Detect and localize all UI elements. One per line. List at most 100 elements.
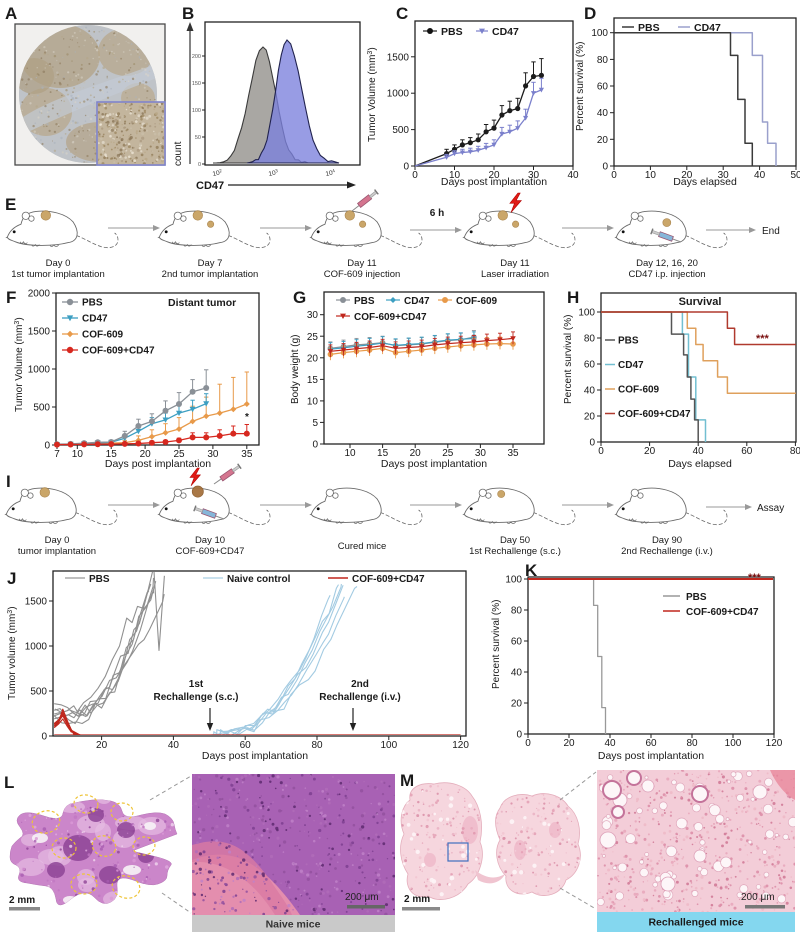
svg-text:200 μm: 200 μm [345, 892, 379, 903]
svg-text:25: 25 [173, 449, 185, 460]
svg-text:Days post implantation: Days post implantation [598, 750, 704, 762]
svg-text:COF-609: COF-609 [456, 296, 498, 307]
svg-text:E: E [5, 195, 16, 214]
svg-text:Percent survival (%): Percent survival (%) [491, 600, 502, 689]
svg-text:CD47: CD47 [82, 314, 108, 325]
svg-text:End: End [762, 226, 780, 237]
svg-text:2000: 2000 [28, 289, 51, 300]
svg-text:PBS: PBS [686, 592, 707, 603]
svg-text:***: *** [756, 333, 770, 345]
svg-text:80: 80 [311, 740, 323, 751]
svg-text:Rechallenge (s.c.): Rechallenge (s.c.) [153, 692, 238, 703]
svg-text:500: 500 [30, 687, 47, 698]
svg-text:25: 25 [307, 332, 319, 343]
svg-text:500: 500 [33, 403, 50, 414]
svg-text:40: 40 [584, 386, 596, 397]
svg-text:PBS: PBS [354, 296, 375, 307]
svg-text:Percent survival (%): Percent survival (%) [575, 42, 586, 131]
svg-text:25: 25 [442, 448, 454, 459]
svg-text:0: 0 [312, 440, 318, 451]
svg-text:30: 30 [207, 449, 219, 460]
svg-text:10: 10 [307, 396, 319, 407]
svg-text:100: 100 [380, 740, 397, 751]
svg-text:COF-609+CD47: COF-609+CD47 [354, 312, 427, 323]
svg-text:0: 0 [412, 170, 418, 181]
svg-text:100: 100 [578, 308, 595, 319]
svg-text:15: 15 [377, 448, 389, 459]
svg-text:1500: 1500 [25, 597, 48, 608]
svg-text:5: 5 [312, 418, 318, 429]
svg-text:0: 0 [611, 170, 617, 181]
svg-text:CD47: CD47 [694, 22, 721, 34]
svg-text:1000: 1000 [25, 642, 48, 653]
svg-text:L: L [4, 773, 14, 792]
svg-text:7: 7 [54, 449, 60, 460]
svg-text:***: *** [748, 572, 762, 584]
svg-text:20: 20 [563, 738, 575, 749]
svg-text:COF-609+CD47: COF-609+CD47 [82, 346, 155, 357]
svg-text:CD47 i.p. injection: CD47 i.p. injection [628, 269, 705, 280]
svg-text:Percent survival (%): Percent survival (%) [563, 315, 574, 404]
svg-text:60: 60 [584, 360, 596, 371]
svg-text:Survival: Survival [679, 296, 722, 308]
svg-text:CD47: CD47 [492, 26, 519, 38]
svg-text:35: 35 [507, 448, 519, 459]
svg-text:Tumor Volume (mm3): Tumor Volume (mm3) [367, 47, 378, 142]
svg-text:COF-609+CD47: COF-609+CD47 [176, 546, 245, 557]
svg-text:120: 120 [452, 740, 469, 751]
svg-text:Day 11: Day 11 [500, 258, 529, 269]
svg-text:20: 20 [644, 446, 656, 457]
svg-text:20: 20 [140, 449, 152, 460]
svg-text:100: 100 [192, 108, 201, 114]
svg-text:Laser irradiation: Laser irradiation [481, 269, 549, 280]
svg-text:60: 60 [240, 740, 252, 751]
svg-text:100: 100 [591, 28, 608, 39]
svg-text:1st tumor implantation: 1st tumor implantation [11, 269, 104, 280]
svg-text:20: 20 [410, 448, 422, 459]
svg-text:80: 80 [597, 55, 609, 66]
svg-text:10: 10 [344, 448, 356, 459]
svg-text:100: 100 [725, 738, 742, 749]
svg-text:30: 30 [475, 448, 487, 459]
svg-text:50: 50 [790, 170, 800, 181]
svg-text:50: 50 [195, 135, 201, 141]
svg-text:120: 120 [766, 738, 783, 749]
svg-text:C: C [396, 4, 408, 23]
svg-text:Tumor Volume (mm3): Tumor Volume (mm3) [14, 317, 25, 412]
svg-text:80: 80 [790, 446, 800, 457]
svg-text:30: 30 [718, 170, 730, 181]
svg-text:1st Rechallenge (s.c.): 1st Rechallenge (s.c.) [469, 546, 561, 557]
svg-text:20: 20 [511, 699, 523, 710]
svg-text:Day 10: Day 10 [195, 535, 225, 546]
svg-text:60: 60 [741, 446, 753, 457]
svg-text:0: 0 [598, 446, 604, 457]
svg-text:Day 7: Day 7 [198, 258, 223, 269]
svg-text:60: 60 [597, 82, 609, 93]
svg-text:30: 30 [528, 170, 540, 181]
svg-text:F: F [6, 288, 16, 307]
svg-text:2nd Rechallenge (i.v.): 2nd Rechallenge (i.v.) [621, 546, 713, 557]
svg-text:M: M [400, 771, 414, 790]
svg-text:*: * [245, 412, 249, 423]
svg-text:COF-609+CD47: COF-609+CD47 [618, 409, 691, 420]
svg-text:500: 500 [392, 125, 409, 136]
svg-text:30: 30 [307, 310, 319, 321]
svg-text:tumor implantation: tumor implantation [18, 546, 96, 557]
svg-text:PBS: PBS [82, 298, 103, 309]
svg-text:102: 102 [212, 168, 224, 178]
svg-text:Tumor volume (mm3): Tumor volume (mm3) [7, 606, 18, 700]
svg-text:35: 35 [241, 449, 253, 460]
svg-text:0: 0 [403, 162, 409, 173]
svg-text:Days post implantation: Days post implantation [105, 458, 211, 470]
svg-text:10: 10 [645, 170, 657, 181]
svg-text:count: count [173, 141, 184, 166]
svg-text:Days post implantation: Days post implantation [441, 176, 547, 188]
svg-text:40: 40 [597, 108, 609, 119]
svg-text:Day 12, 16, 20: Day 12, 16, 20 [636, 258, 698, 269]
svg-text:Naive control: Naive control [227, 574, 291, 585]
svg-text:COF-609: COF-609 [82, 330, 124, 341]
svg-text:2 mm: 2 mm [404, 894, 430, 905]
svg-text:20: 20 [307, 353, 319, 364]
svg-text:0: 0 [525, 738, 531, 749]
svg-text:Day 0: Day 0 [46, 258, 71, 269]
